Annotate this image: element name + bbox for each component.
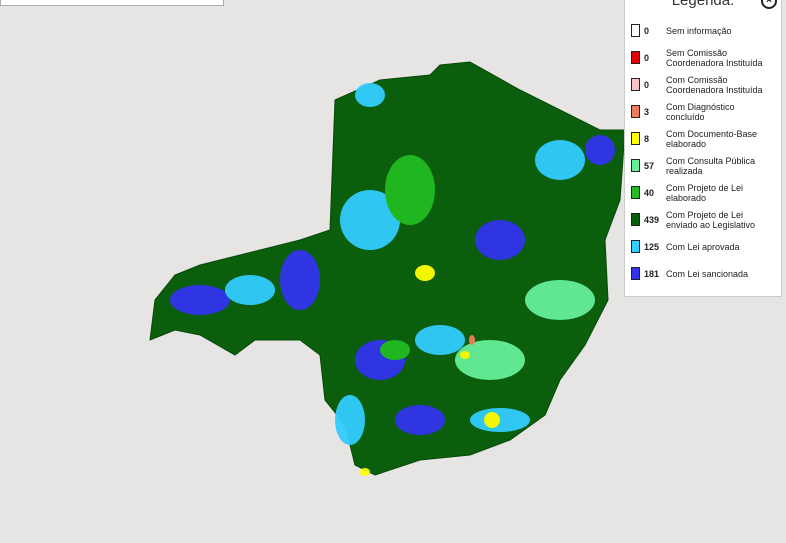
legend-item: 0 Com Comissão Coordenadora Instituída [631, 71, 775, 98]
close-button[interactable]: × [761, 0, 777, 9]
legend-item: 57 Com Consulta Pública realizada [631, 152, 775, 179]
legend-item: 439 Com Projeto de Lei enviado ao Legisla… [631, 206, 775, 233]
legend-count: 125 [644, 241, 660, 252]
legend-label: Com Projeto de Lei elaborado [666, 182, 744, 203]
legend-count: 57 [644, 160, 655, 171]
legend-item: 8 Com Documento-Base elaborado [631, 125, 775, 152]
legend-item: 3 Com Diagnóstico concluído [631, 98, 775, 125]
legend-label: Com Lei sancionada [666, 268, 749, 279]
legend-label: Com Lei aprovada [666, 241, 740, 252]
legend-label: Sem informação [666, 25, 732, 36]
legend-label: Com Documento-Base elaborado [666, 128, 758, 149]
legend-title: Legenda: [671, 0, 735, 9]
legend-item: 181 Com Lei sancionada [631, 260, 775, 287]
legend-label: Com Projeto de Lei enviado ao Legislativ… [666, 209, 756, 230]
legend-swatch [631, 159, 640, 172]
legend-swatch [631, 186, 640, 199]
legend-count: 40 [644, 187, 655, 198]
legend-count: 8 [644, 133, 650, 144]
legend-item: 40 Com Projeto de Lei elaborado [631, 179, 775, 206]
legend-item: 0 Sem informação [631, 17, 775, 44]
legend-swatch [631, 105, 640, 118]
legend-label: Com Consulta Pública realizada [666, 155, 756, 176]
legend-swatch [631, 240, 640, 253]
legend-swatch [631, 132, 640, 145]
legend-count: 3 [644, 106, 650, 117]
legend-label: Com Diagnóstico concluído [666, 101, 735, 122]
legend-count: 181 [644, 268, 660, 279]
legend-swatch [631, 24, 640, 37]
legend-count: 0 [644, 79, 650, 90]
legend-swatch [631, 51, 640, 64]
legend-label: Com Comissão Coordenadora Instituída [666, 74, 763, 95]
legend-count: 0 [644, 52, 650, 63]
legend-swatch [631, 267, 640, 280]
legend-items: 0 Sem informação 0 Sem Comissão Coordenador… [631, 17, 775, 287]
search-box[interactable] [0, 0, 224, 6]
legend-label: Sem Comissão Coordenadora Instituída [666, 47, 763, 68]
legend-item: 0 Sem Comissão Coordenadora Instituída [631, 44, 775, 71]
legend: Legenda: × 0 Sem informação 0 Sem Comissão … [624, 0, 782, 297]
legend-item: 125 Com Lei aprovada [631, 233, 775, 260]
legend-count: 439 [644, 214, 660, 225]
legend-count: 0 [644, 25, 650, 36]
state-shape [149, 61, 626, 476]
regions [170, 83, 615, 476]
legend-swatch [631, 213, 640, 226]
legend-swatch [631, 78, 640, 91]
